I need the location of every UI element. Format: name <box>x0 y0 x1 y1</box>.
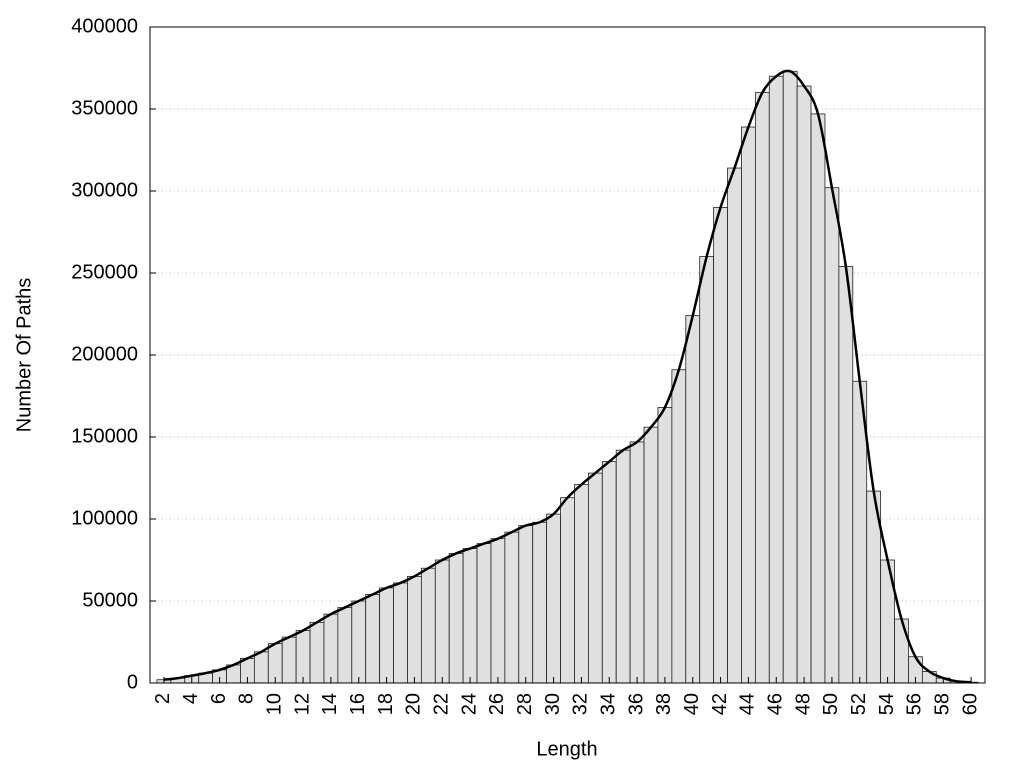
x-tick-label: 56 <box>904 693 926 715</box>
bar <box>420 567 436 684</box>
bar <box>838 266 854 684</box>
plot-frame <box>149 26 986 684</box>
x-tick-label: 60 <box>959 693 981 715</box>
x-tick-label: 22 <box>431 693 453 715</box>
y-tick-label: 100000 <box>71 507 138 529</box>
x-tick-label: 26 <box>486 693 508 715</box>
bar <box>741 126 756 684</box>
x-tick-label: 36 <box>625 693 647 715</box>
x-tick-label: 38 <box>653 693 675 715</box>
bar <box>253 651 269 684</box>
y-tick-label: 150000 <box>71 425 138 447</box>
x-tick-label: 30 <box>542 693 564 715</box>
x-tick-label: 28 <box>514 693 536 715</box>
x-tick-label: 32 <box>570 693 592 715</box>
bar <box>393 582 408 684</box>
bar <box>629 441 645 684</box>
y-tick-label: 250000 <box>71 261 138 283</box>
bar <box>323 613 339 684</box>
x-tick-label: 48 <box>792 693 814 715</box>
x-tick-label: 4 <box>180 693 202 704</box>
bar <box>810 113 826 684</box>
x-tick-label: 24 <box>458 693 480 715</box>
bar <box>796 85 812 684</box>
bar <box>713 206 728 684</box>
bar <box>476 543 492 684</box>
x-tick-label: 16 <box>347 693 369 715</box>
bar <box>671 369 687 684</box>
y-tick-label: 200000 <box>71 343 138 365</box>
bar <box>560 497 575 684</box>
x-tick-label: 2 <box>152 693 174 704</box>
x-tick-label: 54 <box>876 693 898 715</box>
x-tick-label: 34 <box>598 693 620 715</box>
bar <box>587 472 603 684</box>
bar <box>490 538 506 684</box>
y-tick-label: 350000 <box>71 97 138 119</box>
bar <box>351 600 367 684</box>
y-tick-label: 400000 <box>71 15 138 37</box>
bar <box>365 594 381 684</box>
bar <box>601 461 617 684</box>
x-tick-label: 50 <box>820 693 842 715</box>
y-axis-title: Number Of Paths <box>13 278 35 433</box>
x-tick-label: 52 <box>848 693 870 715</box>
bar <box>574 484 589 684</box>
x-tick-label: 6 <box>208 693 230 704</box>
bar <box>824 187 840 684</box>
x-tick-label: 42 <box>709 693 731 715</box>
bar <box>894 618 909 684</box>
bar <box>379 587 394 684</box>
bar <box>434 559 450 684</box>
bar <box>699 256 715 684</box>
bar <box>643 426 659 684</box>
y-tick-label: 0 <box>127 671 138 693</box>
x-tick-label: 18 <box>375 693 397 715</box>
bar <box>727 167 742 684</box>
bar <box>448 553 464 684</box>
bar <box>754 92 770 684</box>
x-tick-label: 46 <box>765 693 787 715</box>
x-axis-title: Length <box>536 738 597 760</box>
bar <box>518 525 534 684</box>
x-tick-label: 12 <box>291 693 313 715</box>
y-tick-label: 300000 <box>71 179 138 201</box>
x-tick-label: 58 <box>932 693 954 715</box>
bar <box>462 548 478 684</box>
bar <box>768 75 784 684</box>
bar <box>782 70 798 684</box>
bar <box>295 630 311 684</box>
bar <box>657 407 673 684</box>
x-tick-label: 40 <box>681 693 703 715</box>
y-tick-label: 50000 <box>82 589 138 611</box>
bar <box>504 531 520 684</box>
bar <box>546 513 561 684</box>
bar <box>407 576 422 684</box>
bar <box>337 607 353 684</box>
bar <box>532 521 548 684</box>
x-tick-label: 44 <box>737 693 759 715</box>
x-tick-label: 20 <box>403 693 425 715</box>
x-tick-label: 10 <box>264 693 286 715</box>
bar <box>615 449 631 684</box>
bar <box>281 636 297 684</box>
bar <box>685 315 701 684</box>
bar <box>309 621 325 684</box>
x-tick-label: 8 <box>236 693 258 704</box>
trend-curve <box>163 69 972 684</box>
x-tick-label: 14 <box>319 693 341 715</box>
